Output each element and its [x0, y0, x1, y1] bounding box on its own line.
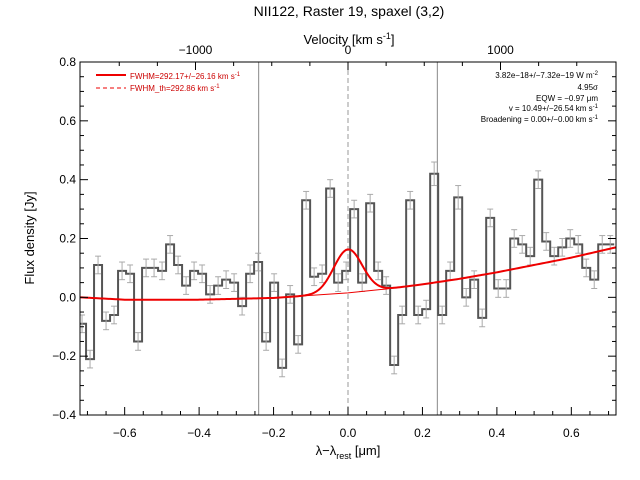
- fit-line: [80, 246, 616, 301]
- y-tick-label: 0.6: [59, 114, 76, 128]
- y-tick-label: −0.2: [52, 349, 76, 363]
- legend-entry-fwhm: FWHM=292.17+/−26.16 km s-1: [130, 72, 241, 81]
- spectrum-step-line: [80, 172, 615, 369]
- y-tick-label: −0.4: [52, 408, 76, 422]
- annotation-line: 4.95σ: [577, 83, 598, 92]
- annotation-line: v = 10.49+/−26.54 km s-1: [509, 104, 599, 113]
- x-tick-label: 0.2: [414, 426, 431, 440]
- plot-content: [80, 62, 616, 415]
- y-axis-label: Flux density [Jy]: [22, 191, 37, 284]
- x-tick-label: 0.4: [489, 426, 506, 440]
- legend-entry-fwhm-th: FWHM_th=292.86 km s-1: [130, 84, 220, 93]
- top-axis-label: Velocity [km s-1]: [303, 31, 394, 47]
- top-tick-labels: −1000 0 1000: [179, 43, 515, 57]
- y-tick-label: 0.8: [59, 55, 76, 69]
- legend: FWHM=292.17+/−26.16 km s-1 FWHM_th=292.8…: [96, 72, 241, 93]
- annotation-line: EQW = −0.97 μm: [536, 94, 598, 103]
- x-tick-label: −0.4: [187, 426, 211, 440]
- x-tick-labels: −0.6 −0.4 −0.2 0.0 0.2 0.4 0.6: [113, 426, 580, 440]
- chart-title: NII122, Raster 19, spaxel (3,2): [254, 3, 445, 19]
- x-tick-label: −0.6: [113, 426, 137, 440]
- annotation-box: 3.82e−18+/−7.32e−19 W m-2 4.95σ EQW = −0…: [481, 71, 599, 124]
- top-tick-label: 1000: [487, 43, 514, 57]
- annotation-line: 3.82e−18+/−7.32e−19 W m-2: [495, 71, 598, 80]
- y-tick-label: 0.4: [59, 173, 76, 187]
- x-tick-label: 0.6: [563, 426, 580, 440]
- x-axis-label: λ−λrest [μm]: [316, 443, 381, 461]
- plot-area: [79, 61, 617, 416]
- y-tick-labels: −0.4 −0.2 0.0 0.2 0.4 0.6 0.8: [52, 55, 76, 422]
- y-tick-label: 0.2: [59, 232, 76, 246]
- x-tick-label: −0.2: [262, 426, 286, 440]
- y-tick-label: 0.0: [59, 290, 76, 304]
- top-axis-label-superscript: -1: [383, 31, 391, 41]
- top-tick-label: −1000: [179, 43, 213, 57]
- x-axis-label-subscript: rest: [336, 451, 352, 461]
- annotation-line: Broadening = 0.00+/−0.00 km s-1: [481, 115, 599, 124]
- x-tick-label: 0.0: [340, 426, 357, 440]
- top-tick-label: 0: [345, 43, 352, 57]
